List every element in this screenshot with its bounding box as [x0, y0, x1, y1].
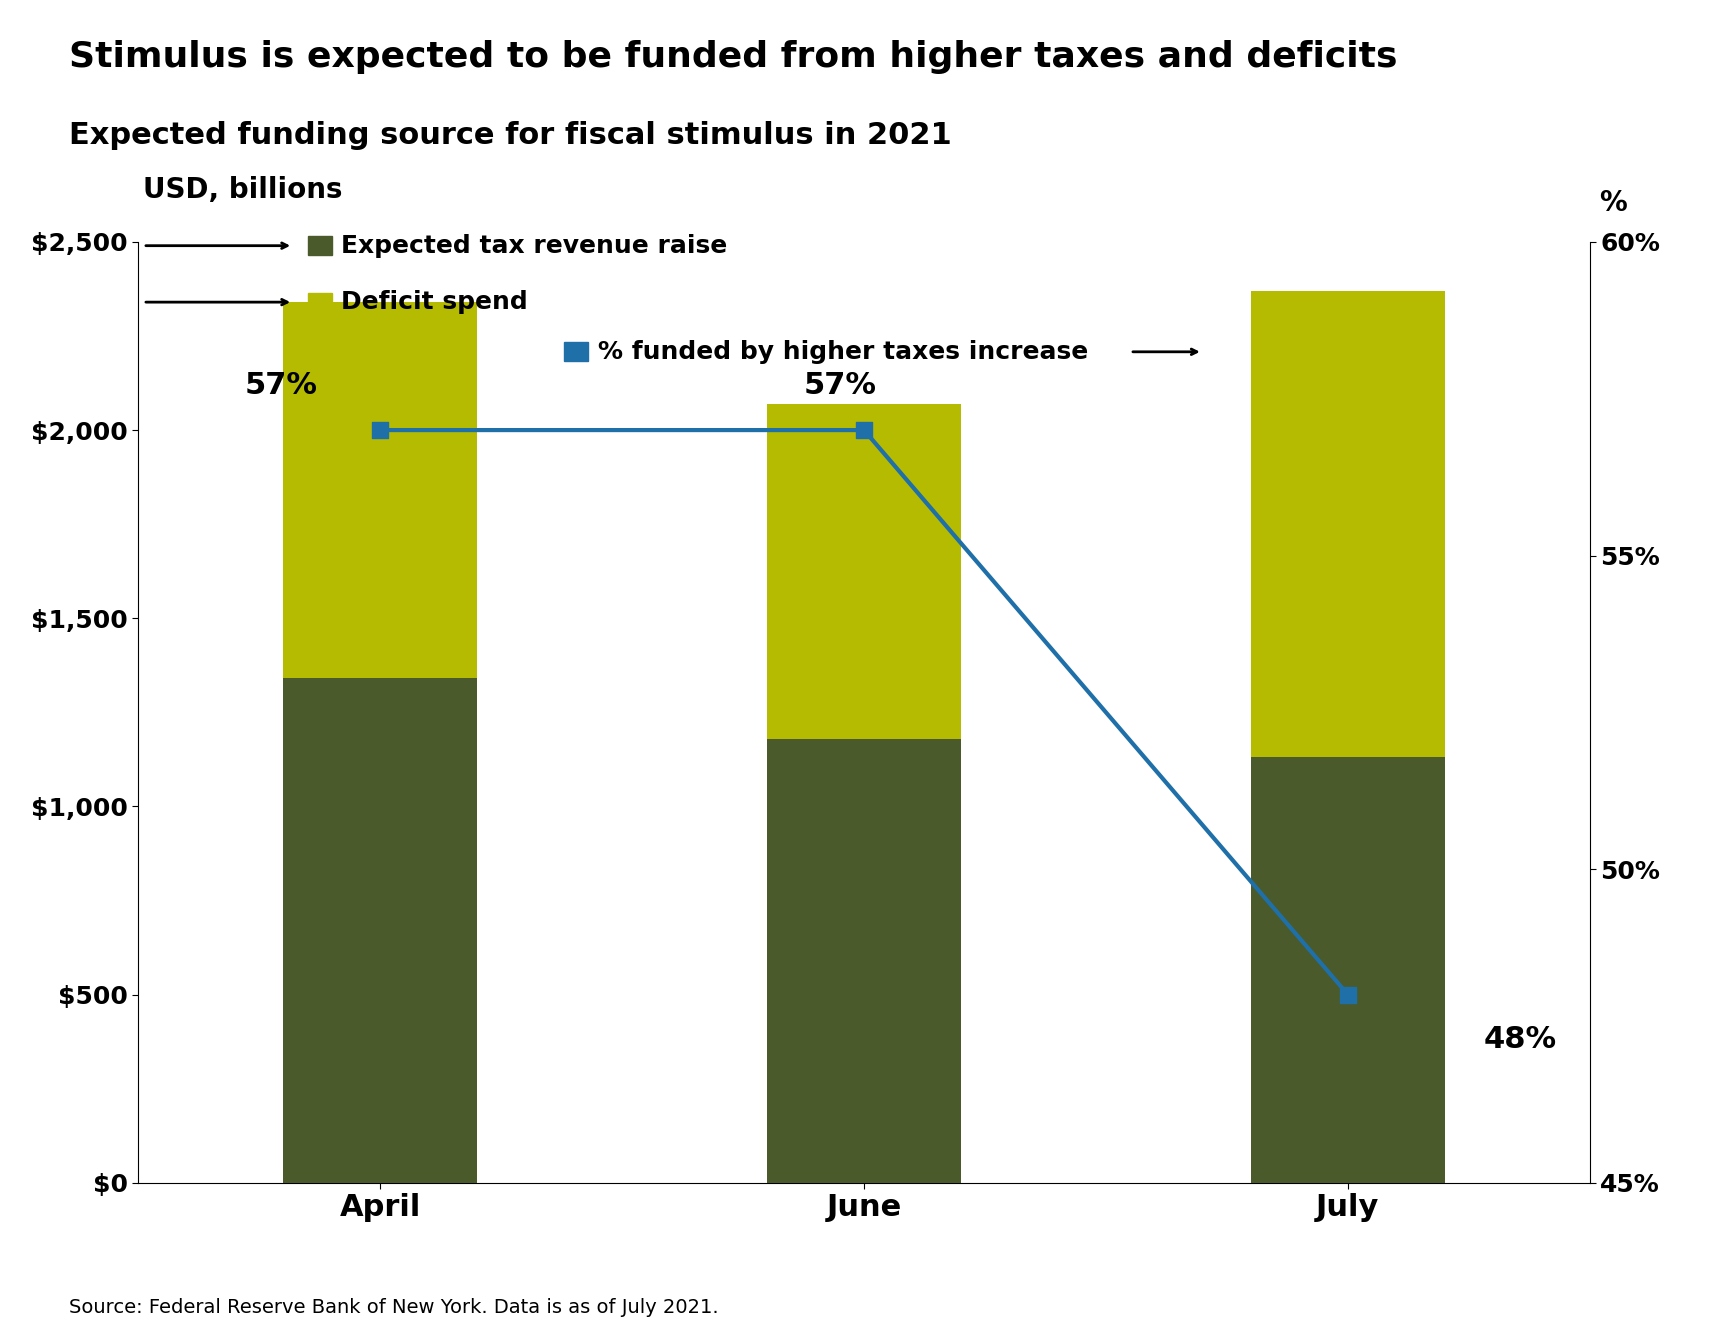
Bar	[308, 237, 332, 255]
Bar	[283, 302, 477, 679]
Text: Expected funding source for fiscal stimulus in 2021: Expected funding source for fiscal stimu…	[69, 121, 952, 151]
Text: Expected tax revenue raise: Expected tax revenue raise	[342, 234, 727, 258]
Point	[366, 419, 394, 441]
Text: %: %	[1600, 188, 1628, 216]
Text: 57%: 57%	[245, 371, 318, 401]
Bar	[767, 739, 961, 1183]
Text: Deficit spend: Deficit spend	[342, 290, 529, 314]
Bar	[1251, 758, 1445, 1183]
Bar	[1251, 290, 1445, 758]
Point	[1334, 984, 1362, 1005]
Text: 57%: 57%	[804, 371, 876, 401]
Text: Source: Federal Reserve Bank of New York. Data is as of July 2021.: Source: Federal Reserve Bank of New York…	[69, 1298, 719, 1317]
Text: USD, billions: USD, billions	[143, 176, 342, 204]
Point	[850, 419, 878, 441]
Bar	[308, 293, 332, 312]
Text: % funded by higher taxes increase: % funded by higher taxes increase	[598, 340, 1089, 364]
Bar	[283, 679, 477, 1183]
Text: 48%: 48%	[1483, 1024, 1557, 1054]
Bar	[563, 343, 588, 362]
Bar	[767, 405, 961, 739]
Text: Stimulus is expected to be funded from higher taxes and deficits: Stimulus is expected to be funded from h…	[69, 40, 1398, 74]
